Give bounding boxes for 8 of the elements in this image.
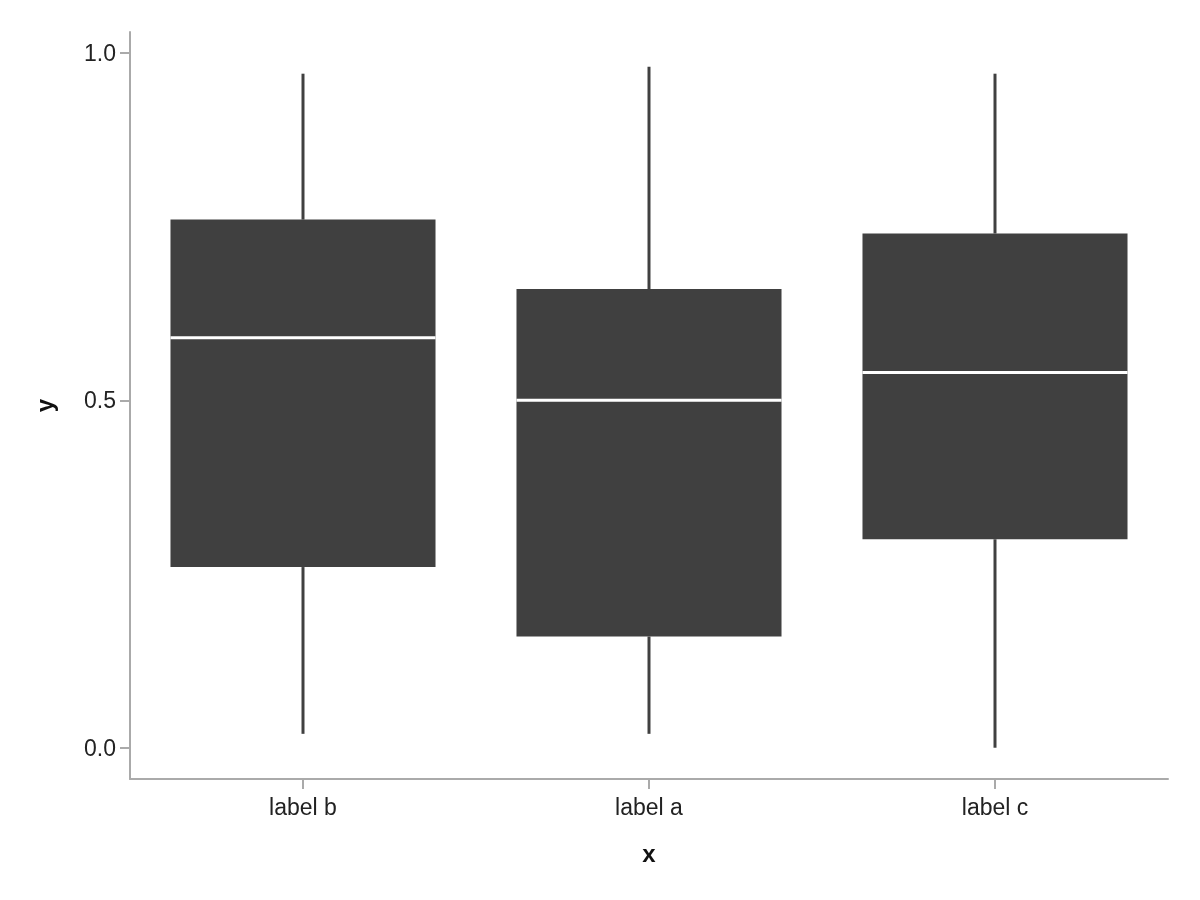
- y-axis-title: y: [30, 398, 58, 413]
- x-tick-label: label b: [269, 793, 337, 820]
- x-tick-label: label a: [615, 793, 684, 820]
- x-tick-label: label c: [961, 793, 1029, 820]
- y-tick-label: 0.5: [84, 387, 116, 414]
- y-tick-label: 0.0: [84, 734, 116, 761]
- y-tick-label: 1.0: [84, 39, 116, 66]
- x-axis-title: x: [642, 839, 657, 867]
